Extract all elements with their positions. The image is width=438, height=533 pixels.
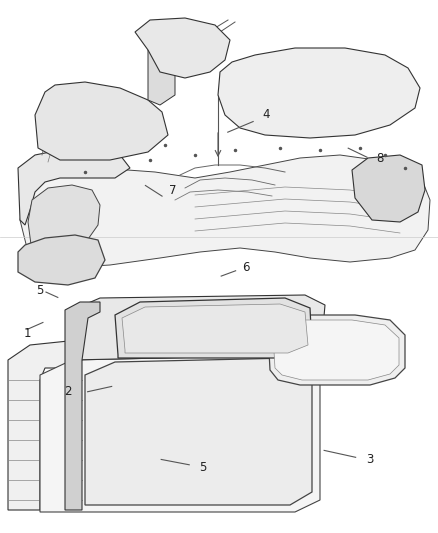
Text: 1: 1: [23, 327, 31, 340]
Polygon shape: [115, 298, 312, 358]
Polygon shape: [35, 82, 168, 160]
Text: 7: 7: [169, 184, 177, 197]
Polygon shape: [85, 358, 312, 505]
Polygon shape: [20, 155, 430, 268]
Text: 3: 3: [367, 453, 374, 466]
Polygon shape: [28, 185, 100, 252]
Polygon shape: [352, 155, 425, 222]
Polygon shape: [72, 295, 325, 362]
Text: 8: 8: [377, 152, 384, 165]
Text: 5: 5: [199, 462, 206, 474]
Text: 6: 6: [242, 261, 250, 274]
Polygon shape: [18, 235, 105, 285]
Polygon shape: [122, 304, 308, 353]
Polygon shape: [40, 355, 320, 512]
Text: 4: 4: [262, 108, 270, 121]
Polygon shape: [135, 18, 230, 78]
Polygon shape: [148, 45, 175, 105]
Polygon shape: [273, 320, 399, 380]
Polygon shape: [218, 48, 420, 138]
Polygon shape: [8, 340, 78, 510]
Polygon shape: [268, 315, 405, 385]
Polygon shape: [65, 302, 100, 510]
Text: 2: 2: [64, 385, 72, 398]
Polygon shape: [18, 148, 130, 225]
Text: 5: 5: [37, 284, 44, 297]
